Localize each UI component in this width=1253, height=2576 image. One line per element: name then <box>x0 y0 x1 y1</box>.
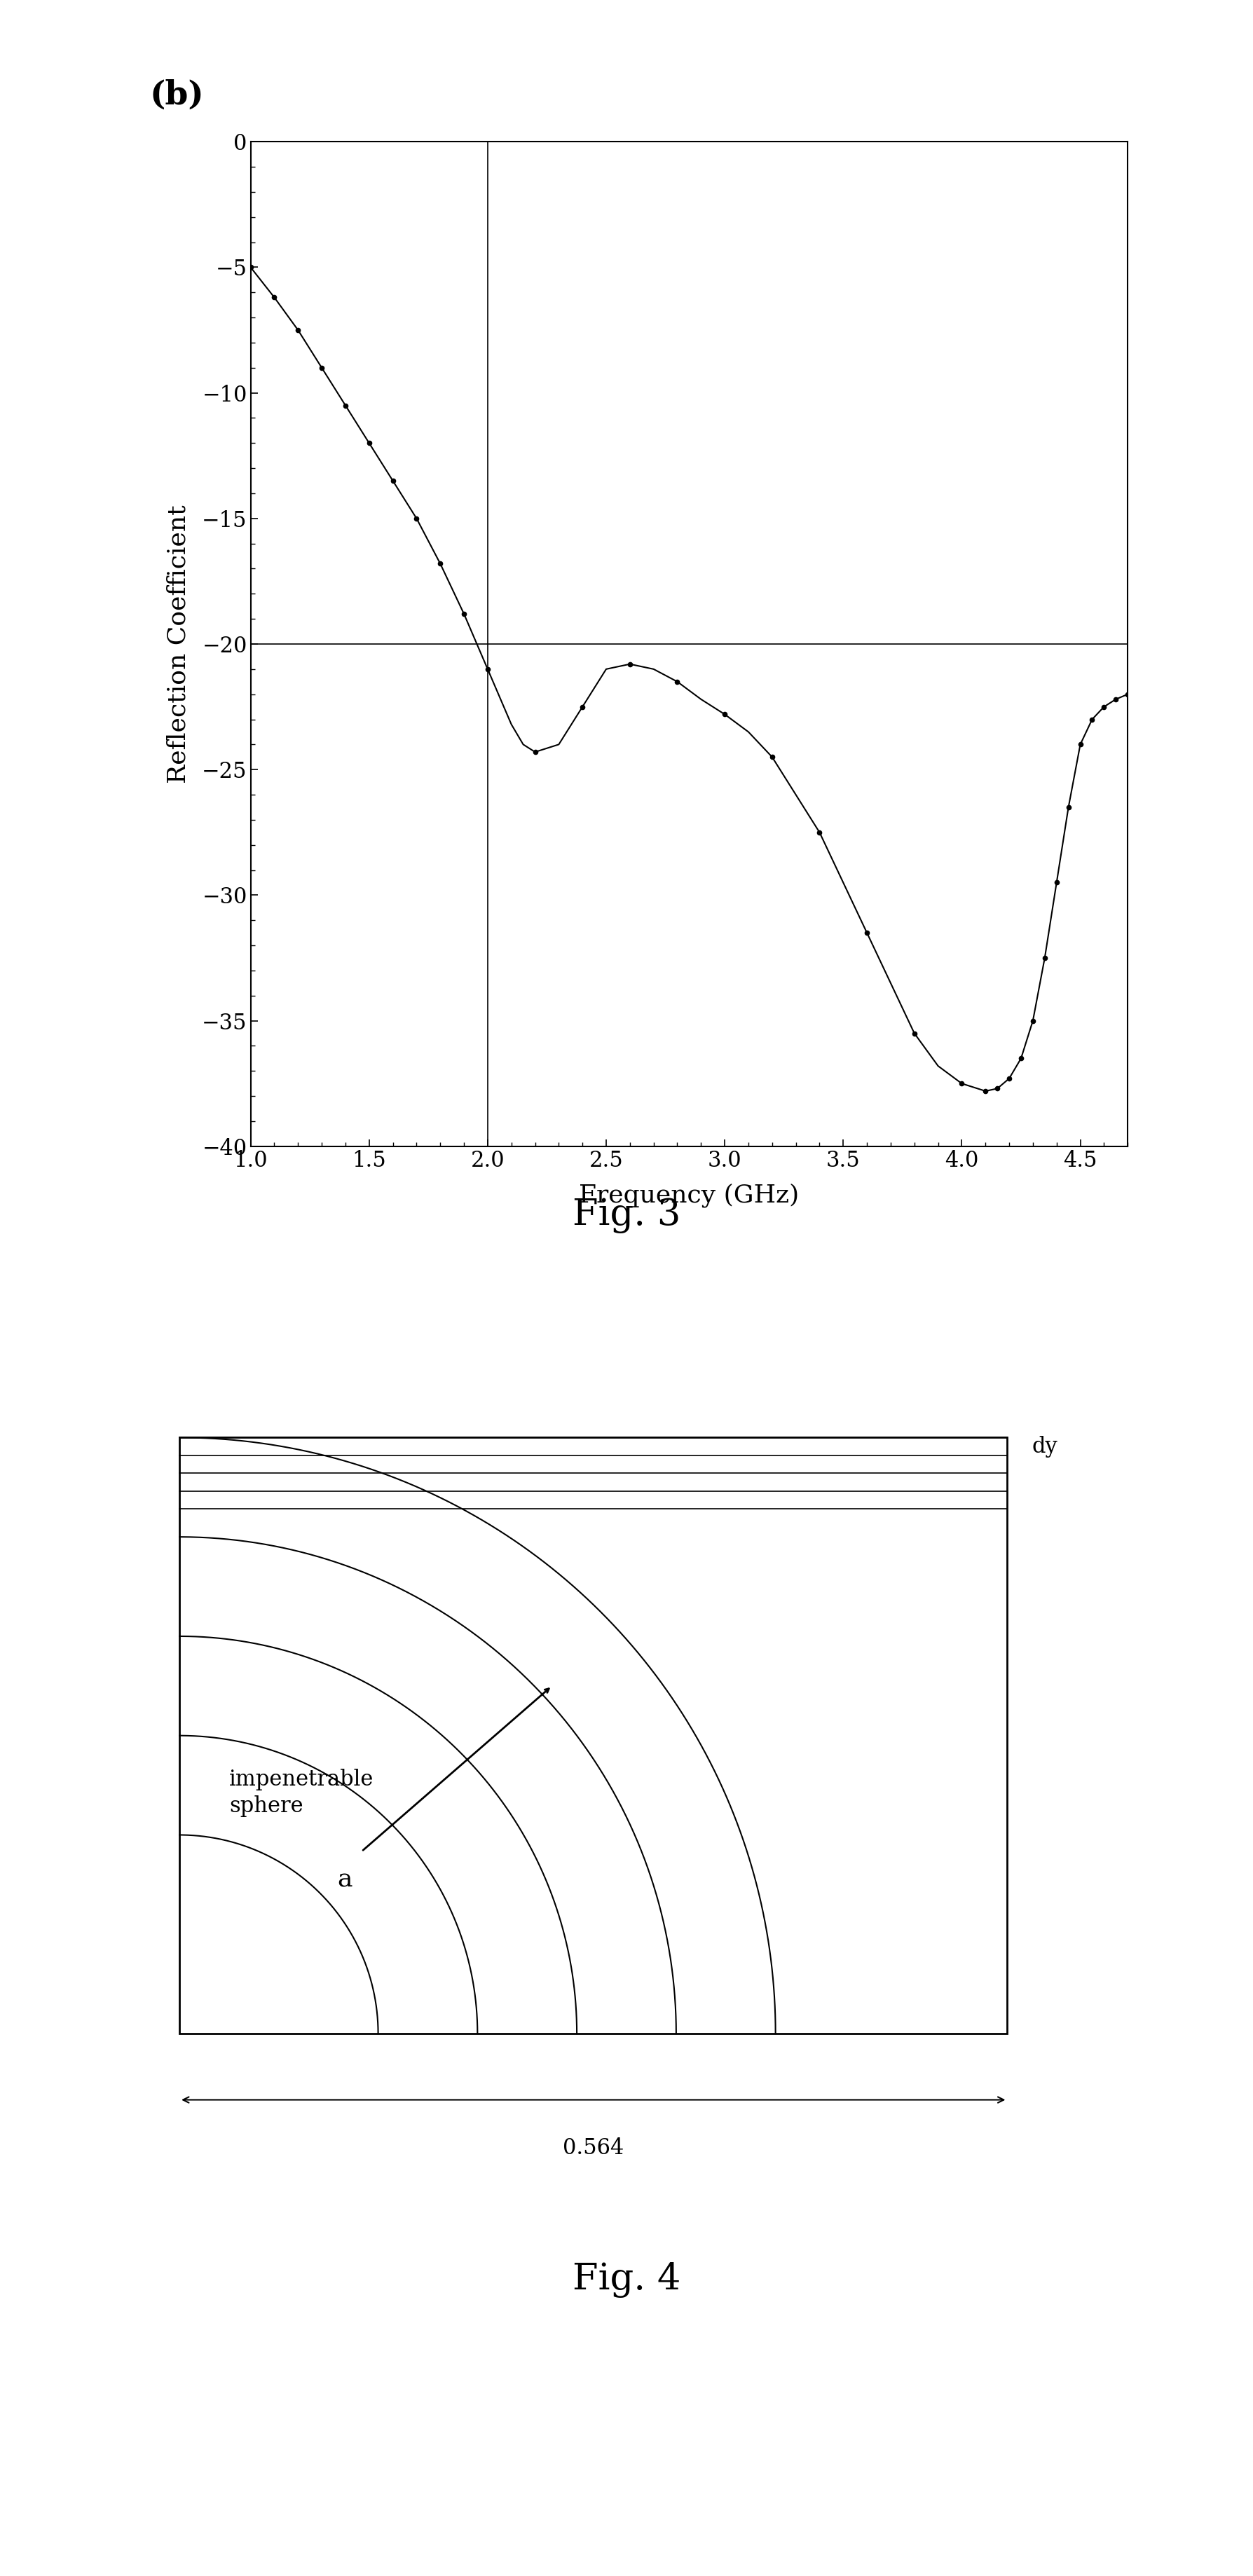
Text: 0.564: 0.564 <box>563 2138 624 2159</box>
Text: a: a <box>337 1868 352 1891</box>
Text: (b): (b) <box>150 80 204 111</box>
Y-axis label: Reflection Coefficient: Reflection Coefficient <box>167 505 190 783</box>
Text: dy: dy <box>1032 1435 1058 1458</box>
X-axis label: Frequency (GHz): Frequency (GHz) <box>579 1182 799 1208</box>
Bar <box>179 1437 1007 2032</box>
Text: impenetrable
sphere: impenetrable sphere <box>229 1770 373 1816</box>
Text: Fig. 4: Fig. 4 <box>573 2262 680 2298</box>
Text: Fig. 3: Fig. 3 <box>573 1198 680 1234</box>
